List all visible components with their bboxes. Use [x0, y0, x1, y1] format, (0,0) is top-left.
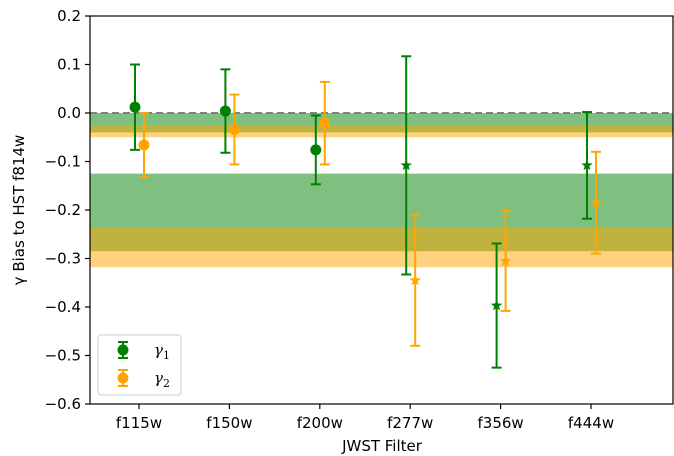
marker-gamma1-f356w	[490, 299, 503, 311]
y-tick-label: −0.4	[45, 298, 81, 316]
band-gamma2-1	[90, 125, 673, 138]
y-tick-label: −0.5	[45, 347, 81, 365]
marker-gamma1-f115w	[129, 101, 141, 113]
legend-label-main: γ	[154, 369, 163, 387]
marker-gamma2-f115w	[138, 139, 150, 151]
marker-gamma2-f356w	[499, 254, 512, 266]
legend-marker-gamma2	[117, 372, 129, 384]
marker-gamma1-f200w	[310, 144, 322, 156]
y-axis-label: γ Bias to HST f814w	[10, 135, 28, 286]
y-tick-label: 0.2	[57, 7, 81, 25]
y-tick-label: −0.3	[45, 250, 81, 268]
band-gamma2-3	[90, 226, 673, 268]
legend-label-subscript: 1	[163, 349, 170, 362]
marker-gamma2-f150w	[228, 123, 240, 135]
marker-gamma1-f150w	[219, 105, 231, 117]
y-tick-label: −0.1	[45, 153, 81, 171]
y-tick-label: −0.2	[45, 201, 81, 219]
marker-gamma1-f277w	[400, 159, 412, 171]
y-tick-label: 0.0	[57, 104, 81, 122]
x-tick-label: f444w	[568, 414, 614, 432]
marker-gamma2-f277w	[409, 274, 421, 286]
x-tick-label: f115w	[116, 414, 162, 432]
y-tick-label: −0.6	[45, 395, 81, 413]
legend-label-subscript: 2	[163, 377, 170, 390]
legend-marker-gamma1	[117, 344, 129, 356]
x-tick-label: f200w	[297, 414, 343, 432]
marker-gamma1-f444w	[581, 159, 593, 171]
legend-label-gamma2: γ2	[154, 369, 170, 390]
plot-area	[90, 55, 673, 369]
legend-label-gamma1: γ1	[154, 341, 170, 362]
x-axis-label: JWST Filter	[341, 437, 423, 455]
y-tick-label: 0.1	[57, 56, 81, 74]
legend-label-main: γ	[154, 341, 163, 359]
axes: 0.2 0.1 0.0 −0.1 −0.2 −0.3 −0.4 −0.5 −0.6 f115w f1…	[45, 7, 674, 432]
marker-gamma2-f200w	[319, 117, 331, 129]
x-tick-label: f356w	[478, 414, 524, 432]
x-tick-label: f150w	[206, 414, 252, 432]
marker-gamma2-f444w	[590, 196, 602, 208]
x-tick-label: f277w	[387, 414, 433, 432]
